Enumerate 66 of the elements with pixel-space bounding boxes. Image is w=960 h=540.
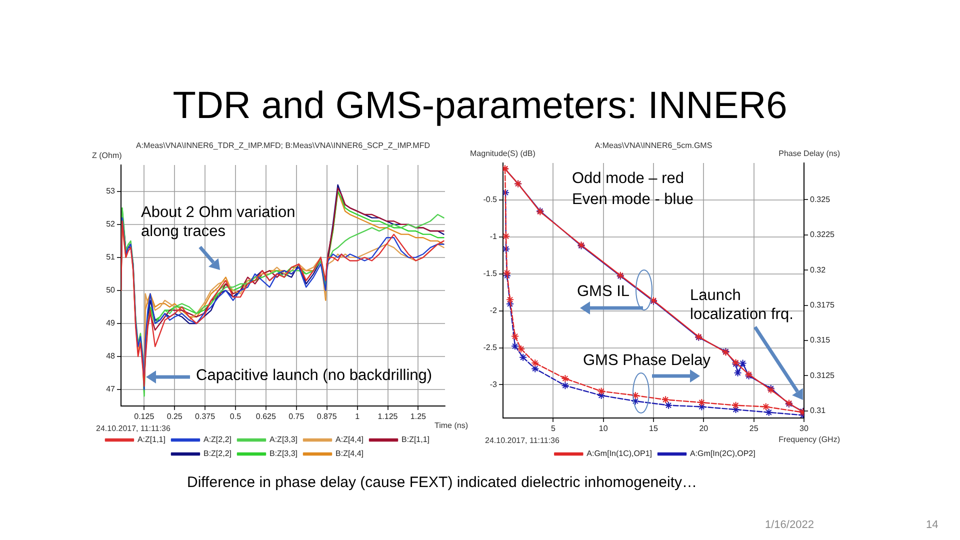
y-axis-title: Magnitude(S) (dB): [470, 149, 536, 158]
x-tick-label: 0.125: [134, 412, 155, 422]
legend-label: B:Z[2,2]: [203, 449, 232, 458]
y-tick-label: -2: [490, 306, 498, 316]
text: 24.10.2017, 11:11:36: [485, 436, 560, 446]
y-tick-label: 51: [106, 252, 116, 262]
text: TDR and GMS-parameters: INNER6: [172, 84, 788, 129]
annotation: About 2 Ohm variation along traces: [141, 204, 296, 242]
annotation: Capacitive launch (no backdrilling): [196, 367, 432, 386]
chart-title: A:Meas\VNA\INNER6_5cm.GMS: [594, 141, 712, 150]
y2-axis-title: Phase Delay (ns): [778, 149, 840, 158]
y2-tick-label: 0.31: [810, 406, 826, 416]
legend-label: A:Gm[In(2C),OP2]: [690, 449, 756, 458]
x-tick-label: 5: [550, 424, 556, 434]
text: Difference in phase delay (cause FEXT) indicated dielectric inhomogeneity…: [187, 474, 697, 492]
y-tick-label: 53: [106, 186, 116, 196]
y-tick-label: -1: [490, 232, 498, 242]
x-tick-label: 1.125: [378, 412, 398, 422]
y-tick-label: 49: [106, 318, 116, 328]
x-tick-label: 1.25: [410, 412, 427, 422]
y2-tick-label: 0.3125: [810, 370, 836, 380]
y2-tick-label: 0.3175: [810, 300, 836, 310]
x-tick-label: 0.625: [256, 412, 276, 422]
x-tick-label: 10: [598, 424, 608, 434]
text: 24.10.2017, 11:11:36: [96, 424, 170, 434]
y-tick-label: -2.5: [483, 342, 498, 352]
legend-label: A:Z[2,2]: [203, 435, 232, 444]
x-tick-label: 0.25: [166, 412, 183, 422]
y2-tick-label: 0.32: [810, 265, 826, 274]
x-axis-title: Time (ns): [434, 421, 468, 430]
y-tick-label: -1.5: [483, 269, 498, 278]
text: 1/16/2022: [765, 519, 814, 532]
x-tick-label: 0.875: [316, 412, 338, 422]
x-tick-label: 0.375: [195, 412, 216, 422]
y-tick-label: 48: [106, 352, 116, 361]
y2-tick-label: 0.325: [810, 194, 831, 204]
y2-tick-label: 0.315: [810, 336, 831, 345]
x-tick-label: 0.5: [230, 412, 242, 422]
y-tick-label: -3: [490, 380, 498, 389]
x-tick-label: 30: [800, 424, 809, 434]
x-tick-label: 25: [749, 424, 759, 434]
text: 14: [926, 519, 938, 532]
y-tick-label: 52: [106, 220, 116, 229]
y-tick-label: 50: [106, 286, 116, 295]
y-axis-title: Z (Ohm): [92, 151, 122, 160]
x-tick-label: 0.75: [288, 412, 305, 422]
legend-label: B:Z[1,1]: [402, 435, 430, 444]
annotation: Even mode - blue: [572, 191, 694, 210]
legend-label: A:Z[4,4]: [336, 435, 364, 444]
y-tick-label: -0.5: [483, 195, 498, 204]
legend-label: B:Z[3,3]: [269, 449, 298, 458]
legend-label: A:Z[1,1]: [137, 435, 166, 444]
y-tick-label: 47: [106, 384, 116, 394]
annotation: GMS IL: [577, 283, 630, 302]
chart-title: A:Meas\VNA\INNER6_TDR_Z_IMP.MFD; B:Meas\VNA\INNER6_SCP_Z_IMP.MFD: [136, 141, 430, 150]
x-axis-title: Frequency (GHz): [778, 435, 840, 444]
y2-tick-label: 0.3225: [810, 230, 836, 240]
legend-label: B:Z[4,4]: [336, 449, 364, 458]
legend-label: A:Z[3,3]: [269, 435, 298, 444]
x-tick-label: 20: [699, 424, 709, 434]
annotation: Odd mode – red: [572, 170, 684, 189]
x-tick-label: 15: [649, 424, 658, 434]
legend-label: A:Gm[In(1C),OP1]: [586, 449, 652, 458]
annotation: Launch localization frq.: [690, 287, 794, 323]
x-tick-label: 1: [355, 412, 360, 422]
annotation: GMS Phase Delay: [583, 352, 710, 371]
